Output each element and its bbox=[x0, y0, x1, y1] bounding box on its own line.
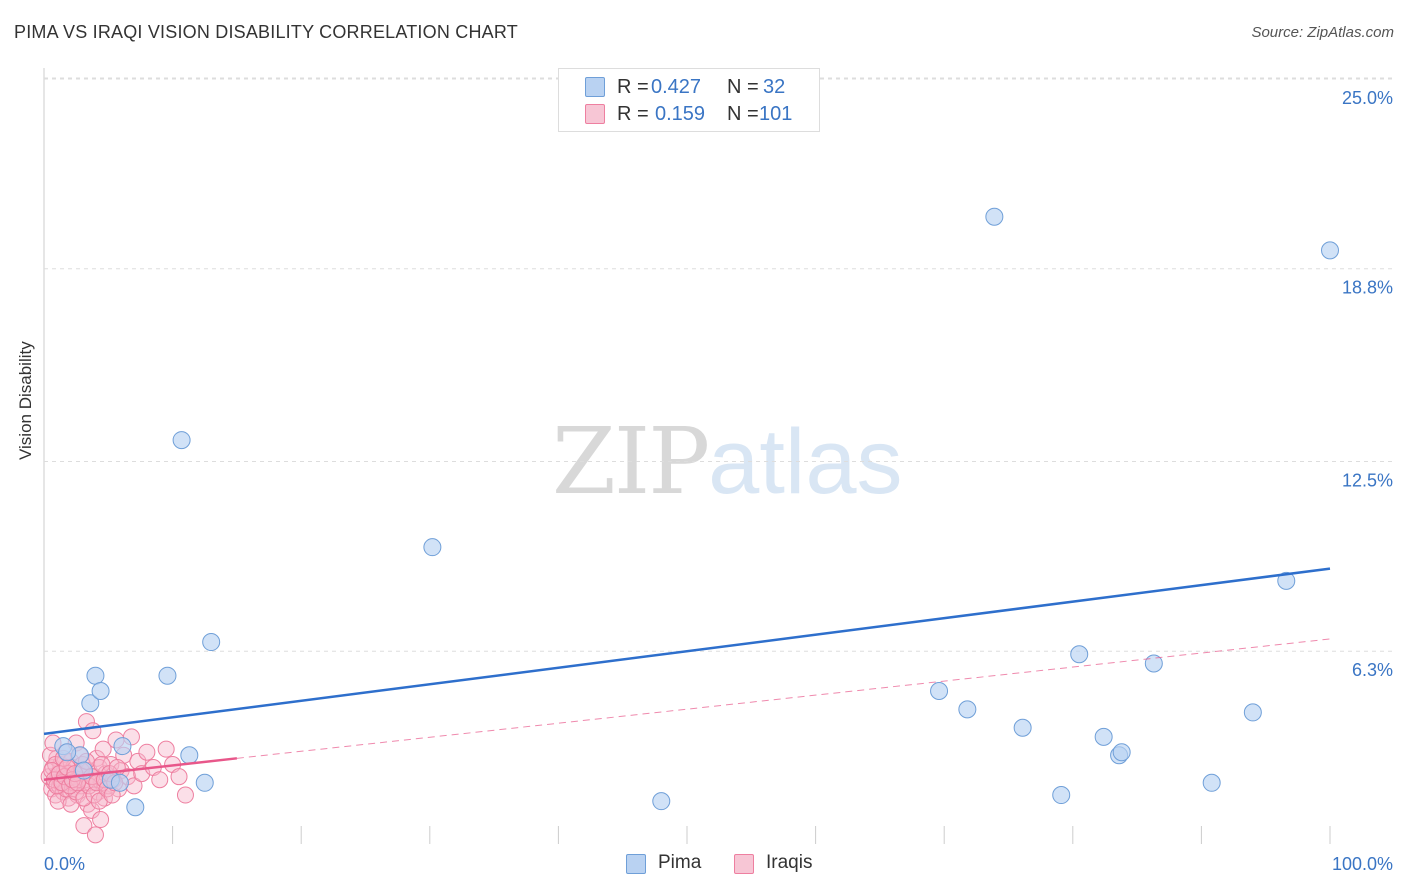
pima-point bbox=[58, 743, 77, 762]
iraqi-point bbox=[176, 786, 194, 804]
source-label: Source: ZipAtlas.com bbox=[1251, 24, 1394, 41]
legend-row-pima: R = 0.427 N = 32 bbox=[559, 73, 819, 101]
pima-point bbox=[113, 737, 132, 756]
iraqi-point bbox=[94, 740, 112, 758]
pima-point bbox=[180, 746, 199, 765]
pima-point bbox=[158, 666, 177, 685]
pima-point bbox=[1112, 743, 1131, 762]
correlation-legend: R = 0.427 N = 32 R = 0.159 N = 101 bbox=[558, 68, 820, 132]
iraqi-point bbox=[151, 771, 169, 789]
pima-point bbox=[86, 666, 105, 685]
iraqi-point bbox=[84, 722, 102, 740]
iraqis-swatch-icon bbox=[585, 104, 605, 124]
legend-n-value: 101 bbox=[759, 103, 793, 125]
iraqi-point bbox=[170, 768, 188, 786]
iraqi-trend-extension bbox=[236, 638, 1331, 759]
pima-point bbox=[1070, 645, 1089, 664]
pima-point bbox=[958, 700, 977, 719]
legend-n-label: N = bbox=[727, 76, 759, 98]
y-tick-label: 6.3% bbox=[1352, 660, 1393, 680]
y-axis-label: Vision Disability bbox=[16, 341, 35, 460]
pima-point bbox=[423, 538, 442, 557]
legend-row-iraqis: R = 0.159 N = 101 bbox=[559, 100, 819, 128]
pima-swatch-icon bbox=[585, 77, 605, 97]
pima-point bbox=[126, 798, 145, 817]
pima-point bbox=[985, 207, 1004, 226]
legend-r-value: 0.159 bbox=[655, 103, 706, 125]
pima-point bbox=[1094, 727, 1113, 746]
pima-point bbox=[91, 682, 110, 700]
x-tick-label: 0.0% bbox=[44, 854, 85, 874]
pima-point bbox=[195, 773, 214, 792]
iraqi-point bbox=[86, 826, 104, 844]
iraqis-legend-icon bbox=[734, 854, 754, 874]
pima-point bbox=[110, 773, 129, 792]
pima-point bbox=[202, 633, 221, 652]
pima-point bbox=[1202, 773, 1221, 792]
pima-point bbox=[1144, 654, 1163, 673]
iraqi-point bbox=[157, 740, 175, 758]
legend-r-value: 0.427 bbox=[651, 76, 702, 98]
y-tick-label: 18.8% bbox=[1342, 278, 1393, 298]
legend-n-label: N = bbox=[727, 103, 759, 125]
legend-r-label: R = bbox=[617, 76, 649, 98]
iraqi-point bbox=[49, 792, 67, 810]
pima-point bbox=[1013, 718, 1032, 737]
iraqi-point bbox=[75, 817, 93, 835]
pima-legend-icon bbox=[626, 854, 646, 874]
iraqi-point bbox=[138, 743, 156, 761]
x-tick-label: 100.0% bbox=[1332, 854, 1393, 874]
pima-point bbox=[172, 431, 191, 450]
pima-point bbox=[930, 682, 949, 700]
y-tick-label: 25.0% bbox=[1342, 88, 1393, 108]
pima-point bbox=[1277, 571, 1296, 590]
y-tick-label: 12.5% bbox=[1342, 471, 1393, 491]
legend-n-value: 32 bbox=[763, 76, 786, 98]
pima-point bbox=[1243, 703, 1262, 722]
iraqi-point bbox=[92, 811, 110, 829]
pima-point bbox=[652, 792, 671, 811]
iraqis-legend-label: Iraqis bbox=[766, 852, 813, 873]
pima-point bbox=[81, 694, 100, 713]
pima-trend-line bbox=[43, 567, 1331, 736]
iraqi-trend-line bbox=[43, 757, 238, 781]
pima-point bbox=[1321, 241, 1339, 260]
legend-r-label: R = bbox=[617, 103, 649, 125]
pima-point bbox=[1052, 786, 1071, 805]
pima-legend-label: Pima bbox=[658, 852, 702, 873]
chart-title: PIMA VS IRAQI VISION DISABILITY CORRELAT… bbox=[14, 22, 518, 42]
